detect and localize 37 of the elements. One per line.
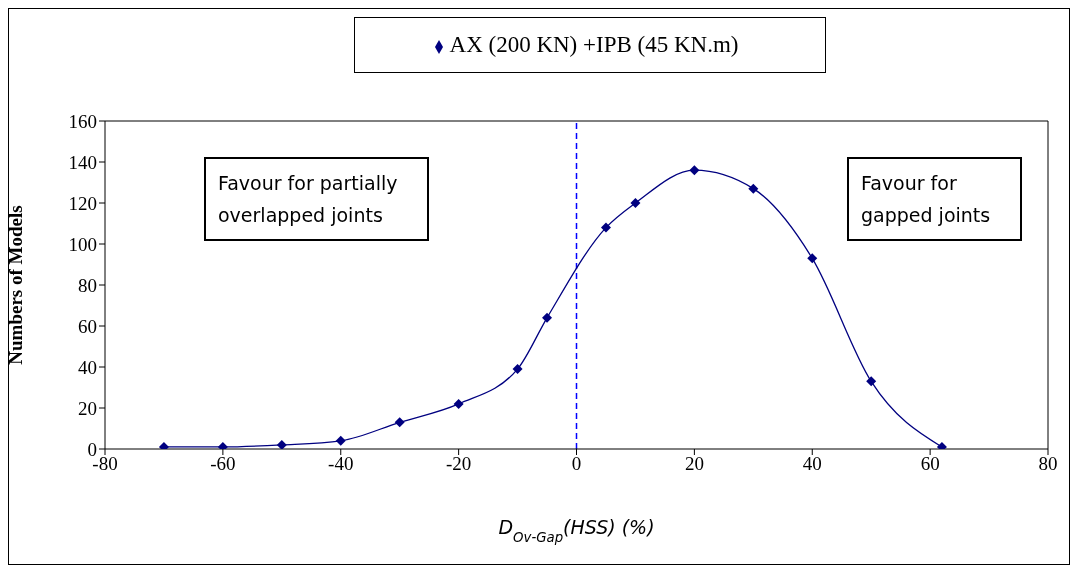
- legend-label: AX (200 KN) +IPB (45 KN.m): [449, 32, 739, 57]
- y-tick-label: 120: [68, 192, 97, 214]
- y-tick-label: 60: [78, 315, 97, 337]
- point: [630, 198, 641, 208]
- point: [217, 441, 228, 449]
- x-tick-label: 0: [571, 453, 582, 475]
- x-tick-label: 60: [920, 453, 940, 475]
- x-tick-label: -20: [445, 453, 472, 475]
- y-tick-label: 140: [68, 151, 97, 173]
- point: [453, 398, 464, 409]
- point: [394, 417, 405, 428]
- annotation: Favour for gapped joints: [847, 157, 1022, 241]
- x-axis-title: D$_{Ov-Gap}$(HSS) (%): [498, 516, 655, 545]
- point: [512, 364, 523, 375]
- y-tick-label: 100: [68, 233, 97, 255]
- point: [158, 441, 169, 449]
- x-tick-label: 40: [802, 453, 822, 475]
- point: [936, 441, 947, 449]
- y-tick-label: 80: [78, 274, 97, 296]
- x-tick-label: -40: [328, 453, 354, 475]
- y-tick-label: 0: [87, 438, 97, 460]
- x-tick-label: 80: [1038, 453, 1058, 475]
- point: [689, 165, 700, 176]
- point: [866, 376, 877, 387]
- x-tick-label: -60: [210, 453, 236, 475]
- point: [807, 253, 818, 264]
- point: [276, 439, 287, 449]
- point: [600, 222, 611, 233]
- annotation: Favour for partially overlapped joints: [204, 157, 429, 241]
- x-tick-label: 20: [684, 453, 704, 475]
- y-tick-label: 160: [68, 110, 97, 132]
- y-tick-label: 40: [78, 356, 97, 378]
- point: [335, 435, 346, 446]
- point: [542, 312, 553, 323]
- point: [748, 183, 759, 194]
- y-tick-label: 20: [78, 397, 97, 419]
- y-axis-title: Numbers of Models: [4, 205, 26, 365]
